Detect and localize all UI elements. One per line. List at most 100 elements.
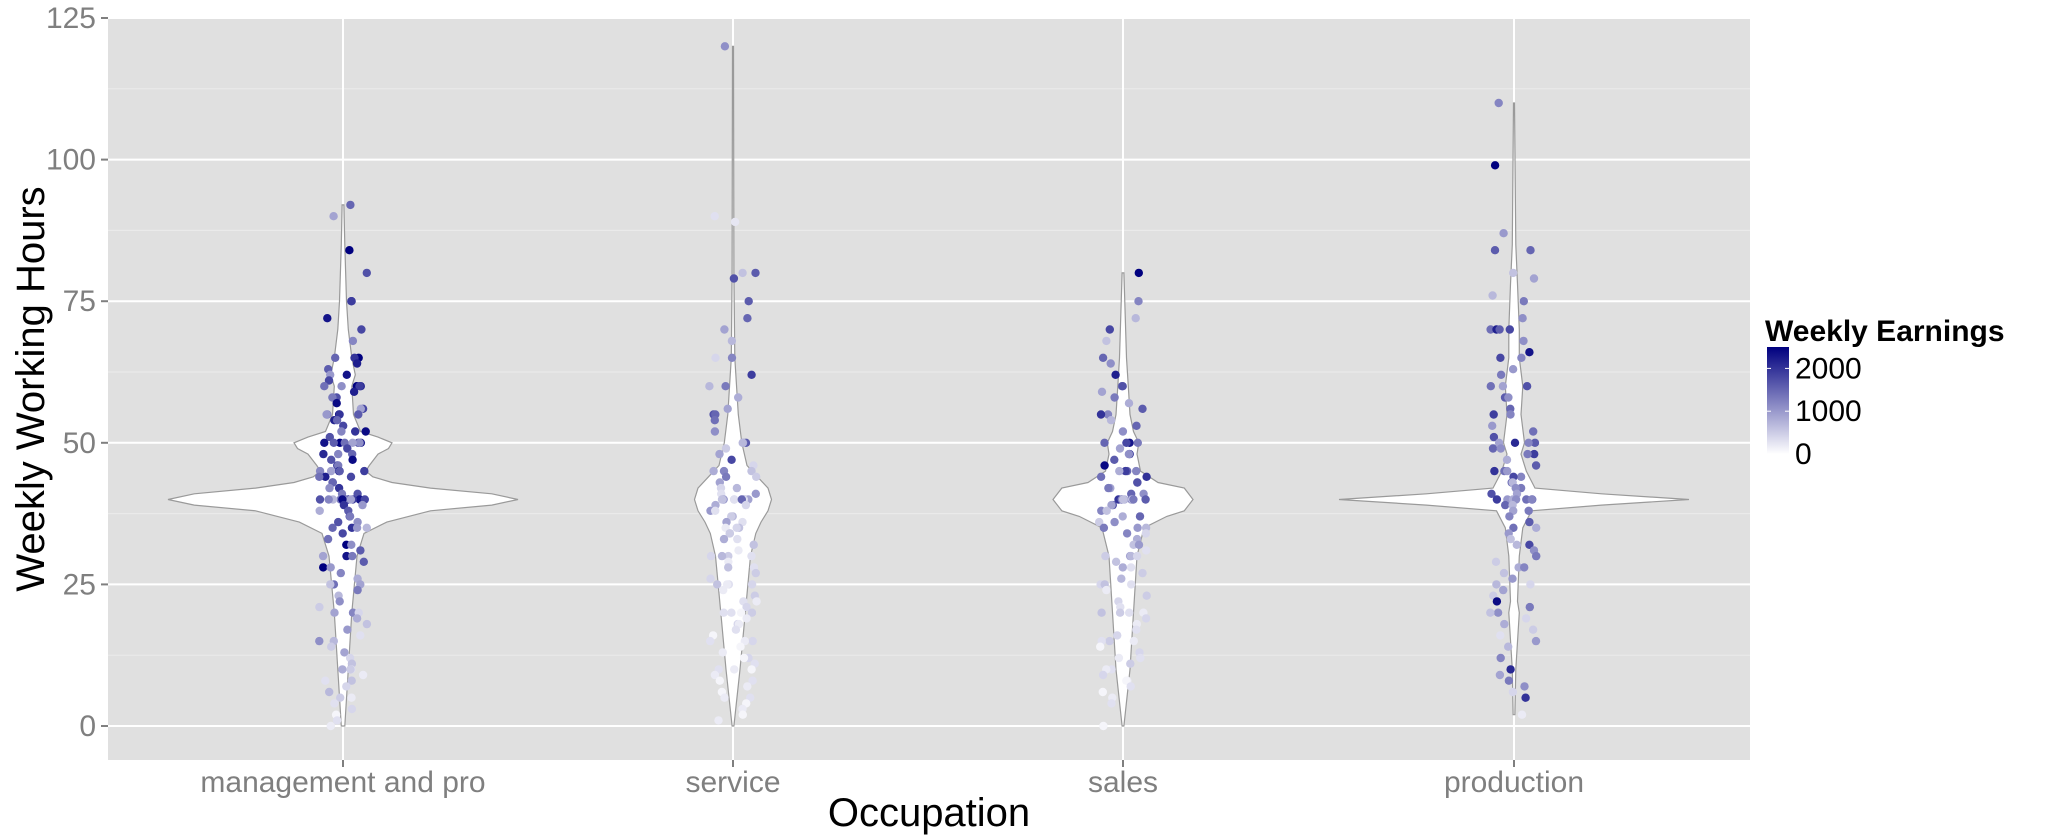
data-point bbox=[360, 466, 369, 476]
data-point bbox=[330, 608, 339, 617]
data-point bbox=[717, 551, 727, 561]
data-point bbox=[1496, 631, 1505, 640]
data-point bbox=[353, 585, 362, 595]
data-point bbox=[738, 710, 747, 719]
data-point bbox=[1111, 370, 1120, 379]
data-point bbox=[727, 336, 737, 346]
data-point bbox=[733, 534, 742, 544]
data-point bbox=[1122, 529, 1132, 538]
data-point bbox=[1506, 534, 1515, 544]
data-point bbox=[1530, 438, 1540, 447]
data-point bbox=[1102, 585, 1111, 595]
data-point bbox=[315, 602, 324, 612]
data-point bbox=[1133, 523, 1142, 532]
data-point bbox=[334, 517, 343, 527]
data-point bbox=[362, 619, 372, 629]
data-point bbox=[742, 602, 751, 612]
y-axis-ticks: 0 25 50 75 100 125 bbox=[46, 2, 108, 743]
data-point bbox=[1495, 325, 1504, 334]
data-point bbox=[705, 382, 714, 391]
data-point bbox=[1142, 591, 1151, 600]
data-point bbox=[1525, 540, 1534, 549]
data-point bbox=[1510, 438, 1520, 447]
data-point bbox=[734, 393, 743, 402]
data-point bbox=[1529, 427, 1538, 436]
data-point bbox=[715, 676, 724, 685]
data-point bbox=[1118, 512, 1127, 521]
data-point bbox=[1524, 506, 1533, 515]
data-point bbox=[1100, 461, 1109, 470]
data-point bbox=[326, 580, 335, 589]
data-point bbox=[1495, 670, 1505, 680]
data-point bbox=[1096, 410, 1106, 419]
x-tick-label: production bbox=[1444, 766, 1584, 799]
data-point bbox=[329, 438, 338, 447]
data-point bbox=[346, 200, 355, 210]
data-point bbox=[349, 387, 359, 396]
data-point bbox=[330, 699, 339, 708]
data-point bbox=[1520, 563, 1529, 572]
data-point bbox=[1490, 466, 1499, 476]
data-point bbox=[1527, 495, 1537, 504]
data-point bbox=[342, 551, 351, 561]
data-point bbox=[1486, 325, 1495, 334]
data-point bbox=[328, 393, 337, 402]
data-point bbox=[1101, 551, 1110, 561]
data-point bbox=[1126, 563, 1136, 572]
data-point bbox=[315, 472, 324, 481]
data-point bbox=[356, 546, 365, 555]
data-point bbox=[721, 382, 730, 391]
data-point bbox=[352, 523, 362, 532]
data-point bbox=[1529, 274, 1539, 283]
data-point bbox=[1494, 98, 1503, 108]
y-tick-label: 50 bbox=[63, 427, 96, 460]
data-point bbox=[348, 551, 357, 561]
data-point bbox=[730, 217, 740, 227]
data-point bbox=[1136, 653, 1145, 663]
data-point bbox=[326, 721, 335, 731]
data-point bbox=[342, 682, 351, 691]
data-point bbox=[336, 568, 345, 578]
legend-tick-label: 0 bbox=[1795, 438, 1812, 471]
data-point bbox=[741, 500, 751, 510]
data-point bbox=[1114, 653, 1124, 663]
data-point bbox=[1118, 382, 1127, 391]
data-point bbox=[1126, 551, 1136, 561]
data-point bbox=[711, 353, 720, 362]
data-point bbox=[324, 495, 333, 504]
data-point bbox=[1110, 393, 1119, 402]
data-point bbox=[706, 574, 715, 583]
legend-colorbar bbox=[1767, 347, 1789, 454]
data-point bbox=[1499, 568, 1509, 578]
data-point bbox=[1122, 438, 1131, 447]
data-point bbox=[348, 336, 358, 346]
data-point bbox=[1121, 466, 1130, 476]
data-point bbox=[358, 500, 367, 510]
data-point bbox=[1493, 608, 1503, 617]
data-point bbox=[1496, 353, 1505, 362]
data-point bbox=[1490, 246, 1500, 255]
data-point bbox=[1526, 580, 1535, 589]
data-point bbox=[321, 676, 330, 685]
data-point bbox=[715, 449, 724, 459]
data-point bbox=[1125, 608, 1134, 617]
data-point bbox=[355, 382, 364, 391]
data-point bbox=[362, 268, 371, 278]
data-point bbox=[1095, 517, 1104, 527]
data-point bbox=[1532, 551, 1541, 561]
data-point bbox=[1129, 495, 1138, 504]
y-tick-label: 0 bbox=[79, 710, 96, 743]
data-point bbox=[725, 529, 734, 538]
data-point bbox=[1127, 580, 1136, 589]
data-point bbox=[1506, 410, 1515, 419]
data-point bbox=[347, 676, 356, 685]
data-point bbox=[1124, 449, 1134, 459]
data-point bbox=[1492, 580, 1501, 589]
data-point bbox=[747, 551, 756, 561]
data-point bbox=[1501, 500, 1510, 510]
data-point bbox=[1531, 636, 1541, 646]
data-point bbox=[1525, 602, 1535, 612]
data-point bbox=[743, 314, 752, 323]
data-point bbox=[355, 438, 364, 447]
